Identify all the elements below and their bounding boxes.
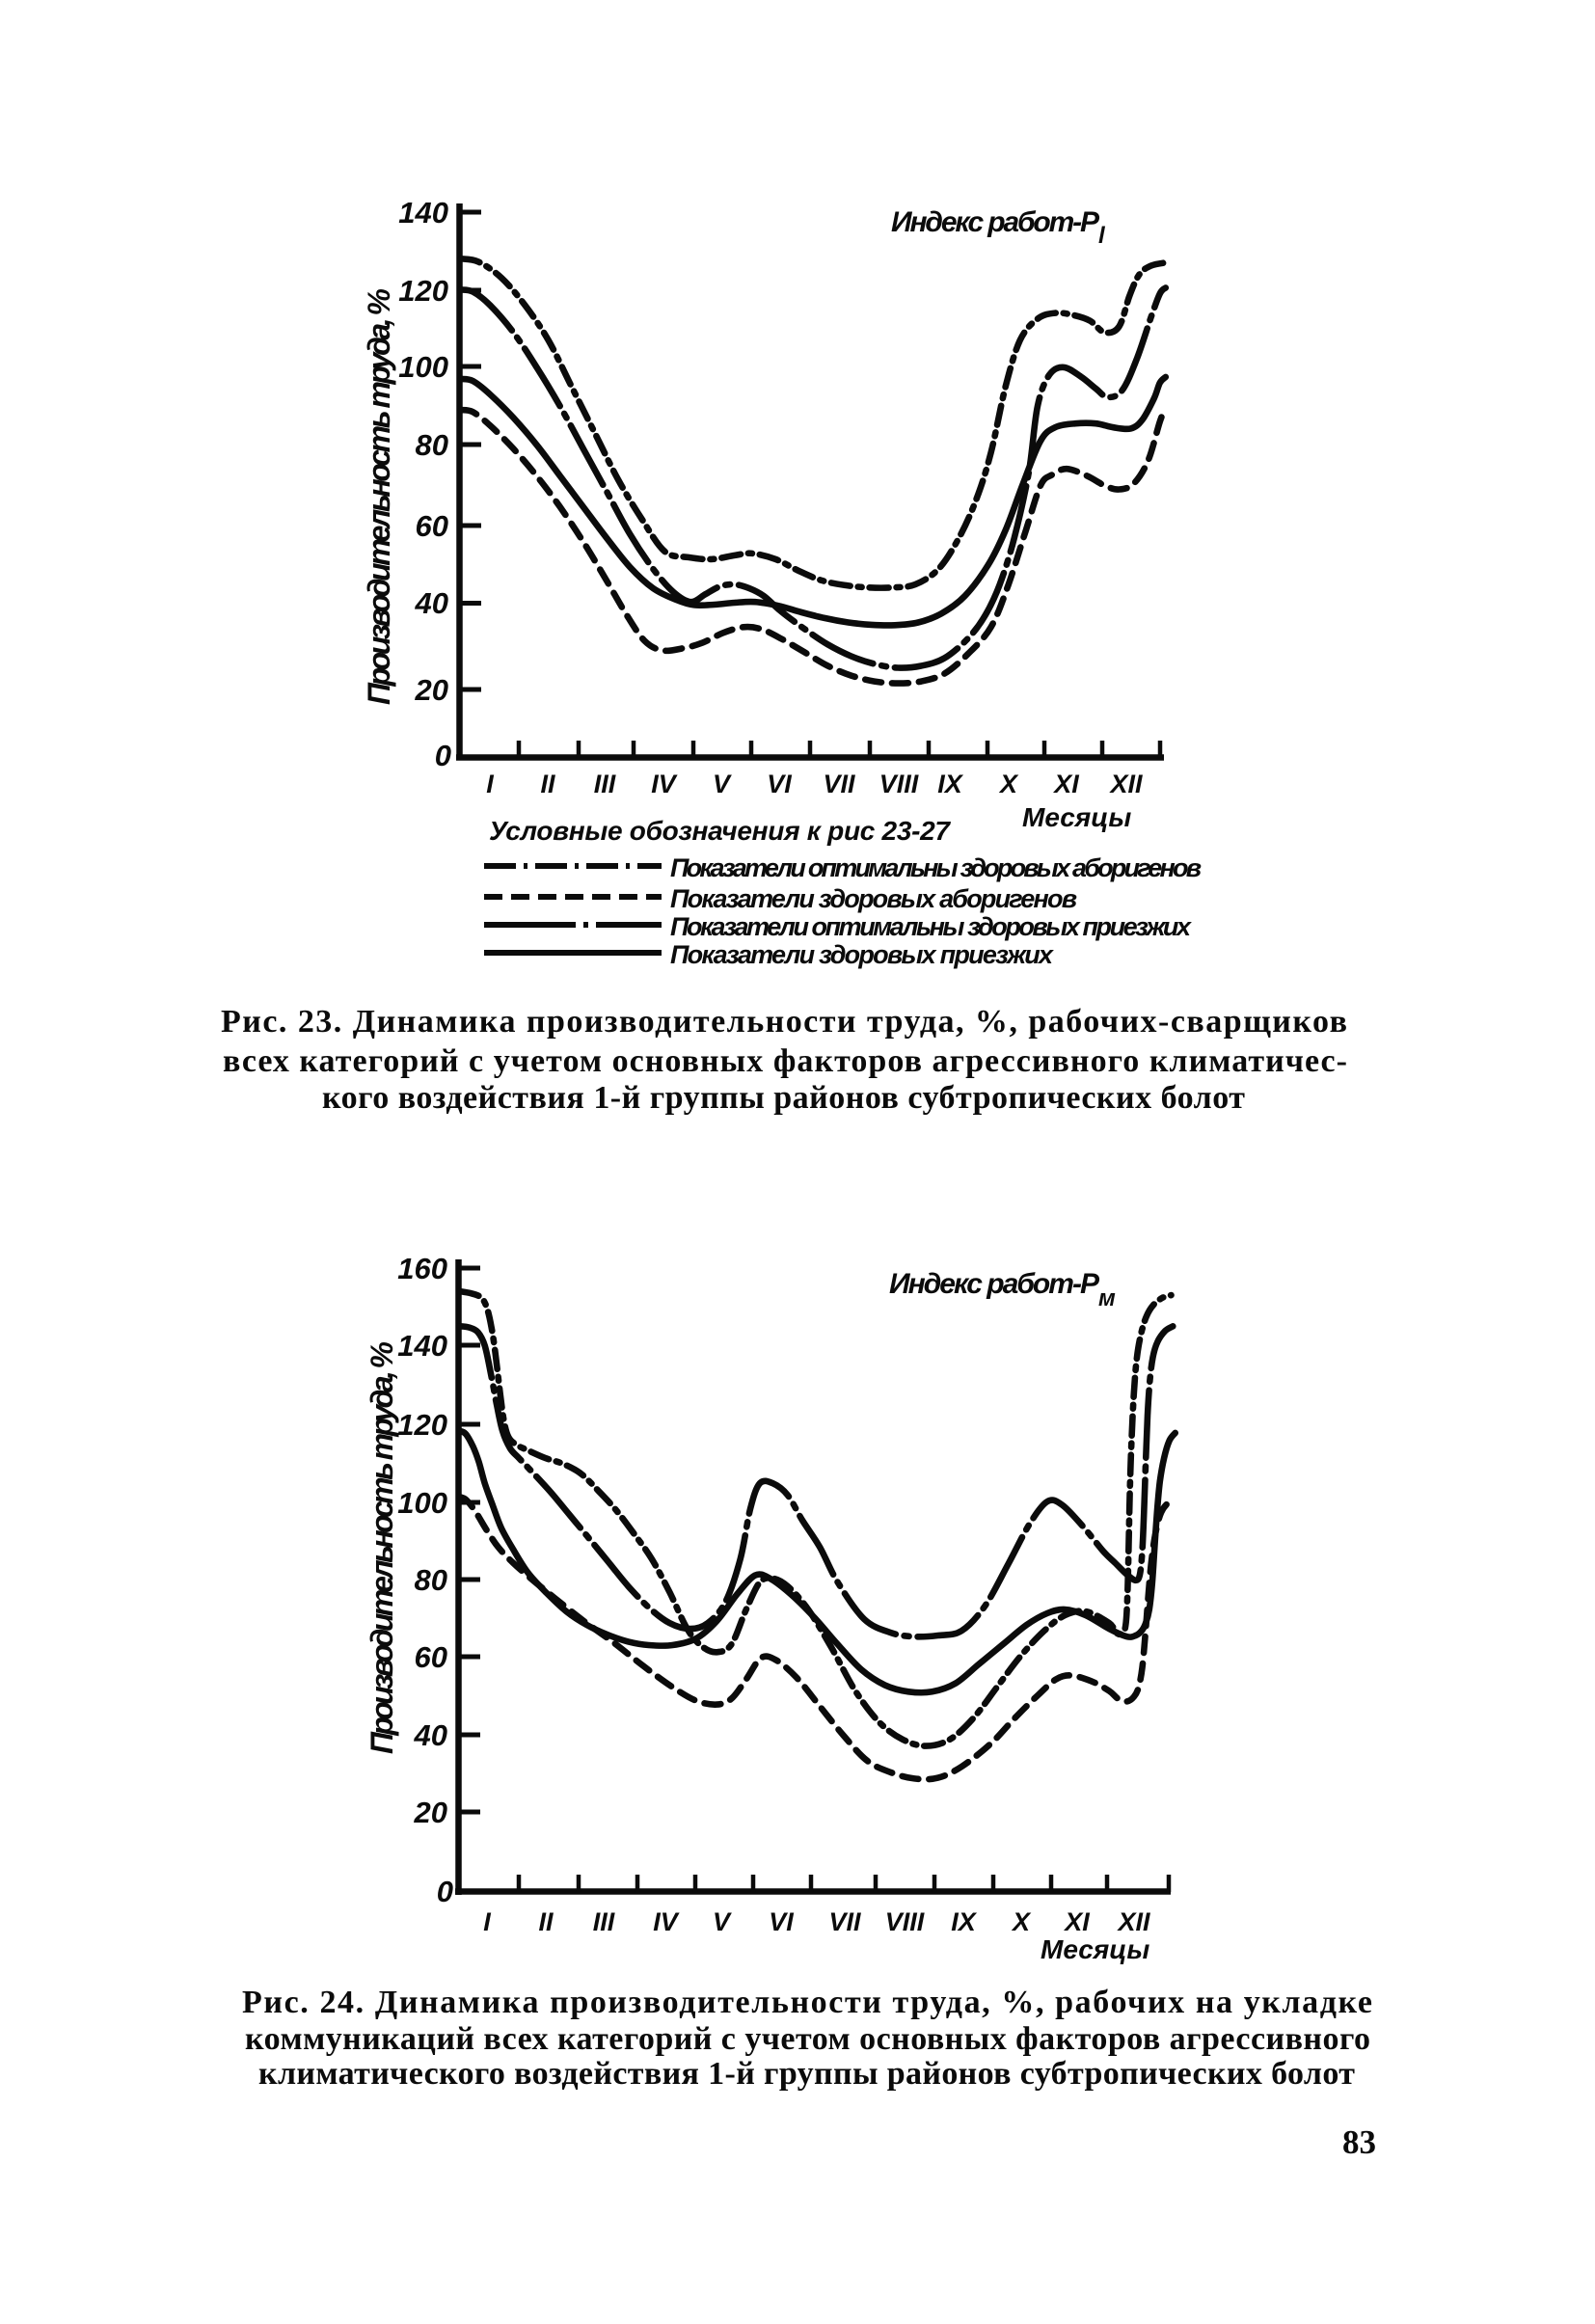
svg-text:Производительность труда, %: Производительность труда, % bbox=[365, 1341, 399, 1754]
svg-text:0: 0 bbox=[437, 1875, 453, 1908]
svg-text:Рис. 24. Динамика производител: Рис. 24. Динамика производительности тру… bbox=[242, 1985, 1372, 2020]
svg-text:III: III bbox=[594, 770, 616, 798]
svg-text:VIII: VIII bbox=[885, 1907, 925, 1936]
svg-text:II: II bbox=[538, 1907, 554, 1936]
svg-text:VI: VI bbox=[767, 770, 792, 798]
svg-text:Показатели оптимальны здоровых: Показатели оптимальны здоровых аборигено… bbox=[670, 853, 1202, 882]
svg-text:коммуникаций всех категорий с: коммуникаций всех категорий с учетом осн… bbox=[245, 2021, 1370, 2057]
svg-text:Индекс работ-Р: Индекс работ-Р bbox=[889, 1268, 1100, 1300]
svg-text:XI: XI bbox=[1052, 770, 1079, 798]
svg-text:140: 140 bbox=[397, 1329, 447, 1363]
svg-text:Показатели оптимальны здоровых: Показатели оптимальны здоровых приезжих bbox=[670, 912, 1192, 941]
svg-text:160: 160 bbox=[397, 1252, 447, 1285]
svg-text:Индекс работ-Р: Индекс работ-Р bbox=[891, 206, 1100, 238]
svg-text:100: 100 bbox=[398, 350, 448, 384]
svg-text:I: I bbox=[483, 1907, 491, 1936]
svg-text:40: 40 bbox=[414, 1718, 447, 1752]
svg-text:IV: IV bbox=[651, 770, 678, 798]
svg-text:60: 60 bbox=[416, 509, 448, 543]
svg-text:Показатели здоровых приезжих: Показатели здоровых приезжих bbox=[670, 940, 1054, 969]
svg-text:IX: IX bbox=[951, 1907, 978, 1936]
svg-text:Месяцы: Месяцы bbox=[1041, 1934, 1149, 1964]
svg-text:V: V bbox=[713, 1907, 732, 1936]
svg-text:83: 83 bbox=[1342, 2123, 1376, 2161]
svg-text:40: 40 bbox=[415, 586, 448, 620]
svg-text:XII: XII bbox=[1108, 770, 1143, 798]
svg-text:XII: XII bbox=[1116, 1907, 1150, 1936]
svg-text:всех категорий с учетом основн: всех категорий с учетом основных факторо… bbox=[223, 1043, 1347, 1079]
svg-text:IV: IV bbox=[653, 1907, 680, 1936]
svg-text:м: м bbox=[1098, 1285, 1116, 1311]
svg-text:VII: VII bbox=[823, 770, 855, 798]
svg-text:X: X bbox=[998, 770, 1019, 798]
svg-text:VI: VI bbox=[769, 1907, 794, 1936]
svg-text:l: l bbox=[1098, 223, 1106, 249]
svg-text:80: 80 bbox=[415, 1563, 447, 1597]
svg-text:100: 100 bbox=[397, 1486, 447, 1520]
svg-text:Условные обозначения к рис 23-: Условные обозначения к рис 23-27 bbox=[489, 816, 951, 846]
svg-text:Месяцы: Месяцы bbox=[1022, 802, 1131, 832]
svg-text:I: I bbox=[486, 770, 494, 798]
svg-text:V: V bbox=[713, 770, 732, 798]
svg-text:Производительность труда, %: Производительность труда, % bbox=[362, 288, 396, 705]
svg-text:X: X bbox=[1011, 1907, 1032, 1936]
svg-text:20: 20 bbox=[414, 1796, 447, 1829]
svg-text:140: 140 bbox=[398, 196, 448, 230]
svg-text:II: II bbox=[540, 770, 555, 798]
svg-text:120: 120 bbox=[398, 274, 448, 308]
svg-text:кого воздействия 1-й группы ра: кого воздействия 1-й группы районов субт… bbox=[322, 1080, 1245, 1116]
svg-text:XI: XI bbox=[1063, 1907, 1090, 1936]
svg-text:80: 80 bbox=[416, 428, 448, 462]
svg-text:Рис. 23. Динамика производител: Рис. 23. Динамика производительности тру… bbox=[221, 1004, 1347, 1040]
svg-text:Показатели здоровых аборигенов: Показатели здоровых аборигенов bbox=[670, 884, 1077, 913]
svg-text:III: III bbox=[593, 1907, 615, 1936]
svg-text:климатического воздействия 1-й: климатического воздействия 1-й группы ра… bbox=[258, 2056, 1355, 2092]
svg-text:120: 120 bbox=[397, 1408, 447, 1442]
svg-text:0: 0 bbox=[435, 739, 451, 772]
svg-text:VIII: VIII bbox=[879, 770, 919, 798]
svg-text:20: 20 bbox=[415, 673, 448, 707]
svg-text:60: 60 bbox=[415, 1640, 447, 1674]
svg-text:IX: IX bbox=[937, 770, 964, 798]
svg-text:VII: VII bbox=[828, 1907, 861, 1936]
